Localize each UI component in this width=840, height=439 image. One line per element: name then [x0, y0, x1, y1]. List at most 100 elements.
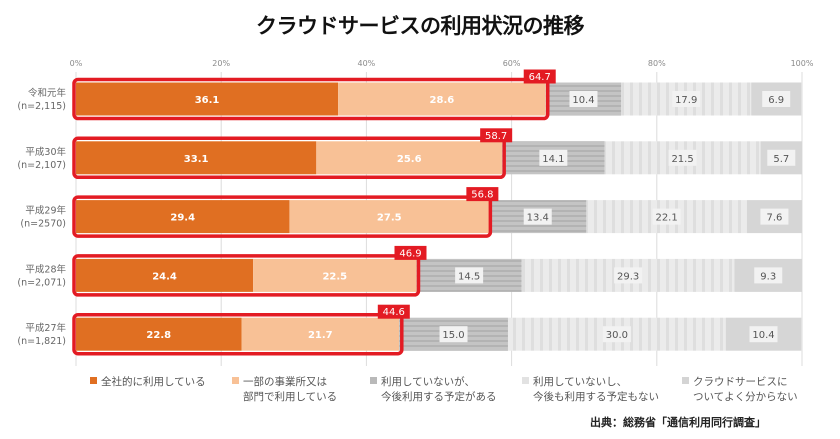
legend-item: 利用していないし、今後も利用する予定もない — [522, 375, 659, 405]
bar-value-label: 28.6 — [430, 95, 455, 106]
bar-segment — [316, 141, 503, 175]
legend-label: 利用していないが、 — [381, 376, 475, 388]
bar-value-label: 9.3 — [760, 271, 776, 282]
legend-swatch-icon — [370, 377, 377, 384]
bar-value-label-bg — [439, 326, 468, 343]
x-tick-label: 80% — [648, 59, 666, 68]
bar-segment — [76, 82, 339, 116]
x-tick-label: 20% — [212, 59, 230, 68]
total-outline — [72, 136, 506, 180]
total-value-label: 58.7 — [485, 131, 507, 142]
total-value-label: 46.9 — [399, 248, 421, 259]
bar-value-label-bg — [614, 267, 643, 284]
bar-segment — [76, 258, 254, 292]
bar-value-label-bg — [523, 208, 552, 225]
category-sample-size: (n=2570) — [20, 219, 66, 230]
bar-value-label: 6.9 — [768, 95, 784, 106]
bar-value-label: 21.7 — [308, 330, 333, 341]
legend-item: 一部の事業所又は 部門で利用している — [232, 375, 337, 405]
category-label: 平成30年 — [25, 146, 66, 158]
legend-label: 利用していないし、 — [533, 376, 628, 388]
bar-segment — [241, 317, 400, 351]
category-label: 平成29年 — [25, 205, 66, 217]
total-label-box — [394, 245, 427, 260]
bar-value-label: 30.0 — [606, 330, 628, 341]
bar-value-label-bg — [760, 208, 789, 225]
bar-value-label: 29.3 — [617, 271, 639, 282]
legend-label: 今後利用する予定がある — [381, 391, 497, 403]
chart-plot: 0% 20% 40% 60% 80% 100% 令和元年 (n=2,115) 平成30年 (n=… — [17, 59, 814, 366]
legend-label: 今後も利用する予定もない — [533, 391, 659, 403]
category-sample-size: (n=2,115) — [17, 101, 66, 112]
bar-segment — [289, 200, 490, 234]
source-note: 出典：総務省「通信利用同行調査」 — [590, 416, 766, 429]
bar-value-label-bg — [754, 267, 783, 284]
category-label: 令和元年 — [28, 87, 67, 99]
legend-label: ついてよく分からない — [693, 391, 798, 403]
legend-item: クラウドサービスに ついてよく分からない — [682, 375, 798, 405]
bar-value-label: 36.1 — [195, 95, 220, 106]
total-value-label: 64.7 — [529, 72, 551, 83]
legend-swatch-icon — [90, 377, 97, 384]
bar-value-label: 29.4 — [170, 213, 195, 224]
bar-value-label: 15.0 — [442, 330, 464, 341]
legend-label: 一部の事業所又は — [243, 376, 327, 388]
bar-value-label: 17.9 — [675, 95, 697, 106]
total-value-label: 56.8 — [471, 190, 493, 201]
bar-value-label-bg — [539, 149, 568, 166]
total-label-box — [480, 128, 513, 143]
bar-value-label: 22.1 — [655, 213, 677, 224]
bar-value-label-bg — [652, 208, 681, 225]
bar-value-label: 10.4 — [572, 95, 594, 106]
total-value-label: 44.6 — [383, 307, 405, 318]
category-sample-size: (n=2,107) — [17, 160, 66, 171]
bar-value-label-bg — [767, 149, 796, 166]
total-outline — [72, 312, 404, 356]
total-label-box — [523, 69, 556, 84]
bar-value-label-bg — [672, 91, 701, 107]
bar-value-label-bg — [668, 149, 697, 166]
bar-value-label-bg — [569, 91, 598, 107]
bar-segment — [338, 82, 546, 116]
bar-value-label-bg — [749, 326, 778, 343]
legend-swatch-icon — [682, 377, 689, 384]
x-tick-label: 100% — [791, 59, 814, 68]
legend-swatch-icon — [232, 377, 239, 384]
bar-value-label: 7.6 — [766, 213, 782, 224]
bar-segment — [253, 258, 417, 292]
bar-value-label: 22.8 — [146, 330, 171, 341]
bar-value-label: 5.7 — [773, 154, 789, 165]
total-outline — [72, 77, 550, 121]
legend-item: 全社的に利用している — [90, 375, 206, 390]
bar-value-label: 22.5 — [322, 271, 347, 282]
bar-value-label: 14.5 — [458, 271, 480, 282]
bar-segment — [76, 200, 290, 234]
bar-value-label: 25.6 — [397, 154, 422, 165]
category-sample-size: (n=1,821) — [17, 336, 66, 347]
total-label-box — [466, 187, 499, 202]
x-tick-label: 60% — [503, 59, 521, 68]
x-tick-label: 40% — [358, 59, 376, 68]
bar-value-label: 13.4 — [527, 213, 549, 224]
bar-value-label: 33.1 — [184, 154, 209, 165]
chart-title: クラウドサービスの利用状況の推移 — [256, 14, 585, 38]
x-tick-label: 0% — [70, 59, 83, 68]
bar-value-label: 21.5 — [671, 154, 693, 165]
category-label: 平成27年 — [25, 322, 66, 334]
bar-segment — [76, 141, 317, 175]
legend-swatch-icon — [522, 377, 529, 384]
legend-label: クラウドサービスに — [693, 376, 788, 388]
category-label: 平成28年 — [25, 263, 66, 275]
bar-segment — [76, 317, 242, 351]
legend-label: 部門で利用している — [243, 391, 338, 403]
bar-value-label: 27.5 — [377, 213, 402, 224]
bar-value-label-bg — [602, 326, 631, 343]
total-outline — [72, 254, 421, 297]
bar-value-label-bg — [762, 91, 791, 107]
total-label-box — [377, 304, 410, 319]
legend-label: 全社的に利用している — [101, 376, 206, 388]
category-sample-size: (n=2,071) — [17, 277, 66, 288]
bar-value-label: 14.1 — [542, 154, 564, 165]
total-outline — [72, 195, 493, 238]
bar-value-label-bg — [455, 267, 484, 284]
